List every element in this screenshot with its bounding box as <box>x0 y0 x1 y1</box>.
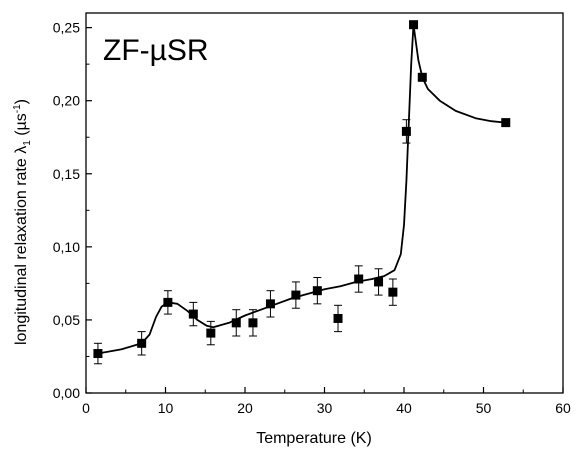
x-tick-label: 0 <box>82 400 90 416</box>
x-tick-label: 40 <box>396 400 412 416</box>
axis-ticks <box>85 27 564 394</box>
tick-labels-group: 0 10 20 30 40 50 60 0,00 0,05 0,10 0,15 0,20 0,25 <box>53 20 571 416</box>
data-point <box>163 297 173 307</box>
plot-frame <box>85 12 564 394</box>
y-tick-label: 0,00 <box>53 385 80 401</box>
data-point <box>409 20 419 30</box>
data-point <box>188 309 198 319</box>
y-axis-label-main: longitudinal relaxation rate λ <box>13 146 30 345</box>
x-axis-label: Temperature (K) <box>256 430 372 447</box>
data-point <box>93 349 103 359</box>
data-point <box>388 287 398 297</box>
x-tick-label: 60 <box>555 400 571 416</box>
y-tick-label: 0,05 <box>53 312 80 328</box>
data-point <box>501 118 511 128</box>
x-tick-label: 50 <box>476 400 492 416</box>
y-tick-label: 0,20 <box>53 93 80 109</box>
data-point <box>374 277 384 287</box>
data-point <box>231 318 241 328</box>
y-tick-label: 0,25 <box>53 20 80 36</box>
y-axis-label-unit-close: ) <box>13 99 30 104</box>
data-point <box>206 328 216 338</box>
y-tick-label: 0,10 <box>53 239 80 255</box>
data-point <box>291 290 301 300</box>
fit-curve-group <box>97 23 506 355</box>
data-points-group <box>93 20 511 359</box>
x-tick-label: 30 <box>317 400 333 416</box>
y-axis-label-unit: (µs <box>13 113 30 140</box>
x-tick-label: 10 <box>158 400 174 416</box>
data-point <box>137 338 147 348</box>
fit-curve <box>97 23 506 355</box>
data-point <box>333 313 343 323</box>
y-tick-label: 0,15 <box>53 166 80 182</box>
data-point <box>354 274 364 284</box>
data-point <box>417 72 427 82</box>
x-tick-label: 20 <box>237 400 253 416</box>
data-point <box>401 126 411 136</box>
data-point <box>248 318 258 328</box>
data-point <box>265 299 275 309</box>
y-axis-label-unit-exponent: -1 <box>12 104 23 113</box>
data-point <box>312 286 322 296</box>
chart-annotation: ZF-µSR <box>103 34 209 67</box>
y-axis-label: longitudinal relaxation rate λ1 (µs-1) <box>12 99 33 345</box>
y-axis-label-subscript: 1 <box>22 140 33 146</box>
